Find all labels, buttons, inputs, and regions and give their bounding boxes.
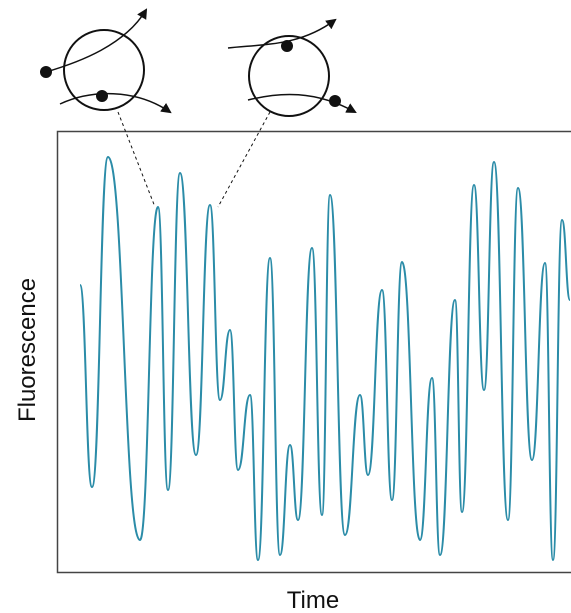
connector xyxy=(217,111,271,208)
focal-volume-1 xyxy=(40,8,172,114)
x-axis-label: Time xyxy=(287,587,339,613)
fluorescence-trace xyxy=(79,155,571,562)
plot-frame xyxy=(56,130,571,574)
focal-volume-2 xyxy=(227,18,357,117)
connector xyxy=(117,111,156,208)
y-axis-label: Fluorescence xyxy=(14,278,41,422)
